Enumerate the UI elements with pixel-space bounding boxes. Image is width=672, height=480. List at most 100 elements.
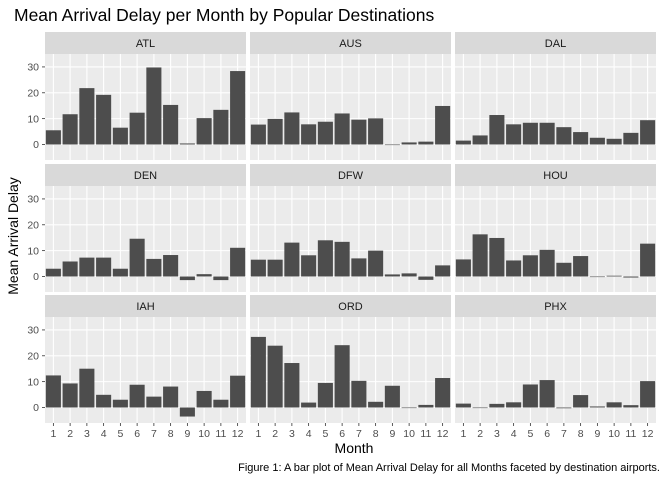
bar-phx-month-4: [506, 402, 522, 408]
facet-strip: [455, 32, 656, 54]
bar-den-month-10: [196, 274, 212, 277]
x-tick-label: 6: [339, 428, 345, 440]
bar-hou-month-12: [640, 243, 656, 277]
bar-iah-month-4: [96, 394, 112, 408]
bar-phx-month-6: [539, 380, 555, 408]
bar-atl-month-4: [96, 94, 112, 145]
x-tick-label: 1: [460, 428, 466, 440]
x-tick-label: 2: [67, 428, 73, 440]
y-tick-label: 0: [33, 139, 39, 151]
bar-dfw-month-10: [401, 273, 417, 277]
bar-atl-month-1: [45, 130, 61, 145]
x-tick-label: 8: [578, 428, 584, 440]
x-tick-label: 5: [527, 428, 533, 440]
bar-dal-month-2: [472, 135, 488, 145]
bar-ord-month-3: [284, 363, 300, 408]
facet-strip: [455, 164, 656, 186]
x-tick-label: 8: [373, 428, 379, 440]
facet-panel-ord: ORD: [250, 295, 451, 423]
bar-aus-month-1: [250, 124, 266, 145]
bar-den-month-6: [129, 238, 145, 277]
bar-dal-month-11: [623, 132, 639, 145]
figure-caption: Figure 1: A bar plot of Mean Arrival Del…: [238, 462, 660, 474]
x-tick-label: 2: [272, 428, 278, 440]
bar-iah-month-10: [196, 390, 212, 408]
bar-iah-month-9: [179, 407, 195, 417]
bar-dal-month-4: [506, 124, 522, 145]
facet-strip: [45, 164, 246, 186]
bar-hou-month-11: [623, 276, 639, 278]
bar-atl-month-6: [129, 112, 145, 145]
bar-aus-month-4: [301, 124, 317, 145]
bar-dal-month-8: [573, 132, 589, 145]
bar-den-month-11: [213, 276, 229, 281]
bar-hou-month-8: [573, 256, 589, 277]
y-tick-label: 20: [27, 350, 39, 362]
bar-ord-month-7: [351, 380, 367, 408]
bar-aus-month-12: [435, 105, 451, 145]
bar-aus-month-3: [284, 112, 300, 145]
x-tick-label: 9: [594, 428, 600, 440]
x-tick-label: 7: [561, 428, 567, 440]
bar-atl-month-8: [163, 104, 179, 145]
bar-ord-month-8: [368, 401, 384, 408]
bar-dfw-month-12: [435, 265, 451, 277]
bar-dfw-month-2: [267, 259, 283, 277]
bar-phx-month-3: [489, 403, 505, 408]
bar-dfw-month-4: [301, 255, 317, 277]
panel-background: [250, 54, 451, 160]
bar-phx-month-2: [472, 407, 488, 409]
bar-dal-month-9: [589, 137, 605, 145]
panel-background: [455, 186, 656, 292]
bar-iah-month-12: [230, 375, 246, 408]
panel-background: [45, 54, 246, 160]
bar-iah-month-6: [129, 384, 145, 408]
facet-strip: [45, 32, 246, 54]
bar-dal-month-5: [522, 122, 538, 145]
x-tick-label: 2: [477, 428, 483, 440]
y-axis-title: Mean Arrival Delay: [5, 177, 21, 295]
bar-den-month-9: [179, 276, 195, 281]
bar-aus-month-7: [351, 119, 367, 145]
bar-dfw-month-3: [284, 242, 300, 277]
facet-strip-label: PHX: [544, 301, 567, 313]
facet-strip-label: DFW: [338, 170, 364, 182]
bar-hou-month-5: [522, 255, 538, 277]
y-tick-label: 30: [27, 325, 39, 337]
facet-panels: ATL 0 10 20 30 AUS DAL DEN 0 10 20 30 DFW HOU IAH 0 10 20…: [27, 32, 656, 423]
x-tick-label: 3: [289, 428, 295, 440]
x-tick-label: 9: [389, 428, 395, 440]
bar-phx-month-9: [589, 406, 605, 408]
bar-aus-month-2: [267, 118, 283, 145]
bar-den-month-1: [45, 268, 61, 277]
y-tick-label: 20: [27, 219, 39, 231]
bar-hou-month-3: [489, 237, 505, 277]
y-tick-label: 10: [27, 113, 39, 125]
bar-dfw-month-6: [334, 241, 350, 277]
bar-hou-month-1: [455, 259, 471, 277]
x-tick-label: 12: [437, 428, 449, 440]
bar-den-month-4: [96, 257, 112, 277]
x-tick-label: 7: [356, 428, 362, 440]
x-tick-label: 5: [322, 428, 328, 440]
bar-atl-month-10: [196, 118, 212, 145]
bar-hou-month-2: [472, 234, 488, 277]
facet-panel-hou: HOU: [455, 164, 656, 292]
bar-hou-month-6: [539, 249, 555, 277]
facet-strip: [250, 32, 451, 54]
bar-hou-month-10: [606, 275, 622, 277]
bar-atl-month-11: [213, 109, 229, 145]
facet-panel-atl: ATL 0 10 20 30: [27, 32, 246, 160]
bar-iah-month-5: [112, 399, 128, 408]
bar-iah-month-1: [45, 375, 61, 408]
bar-phx-month-10: [606, 402, 622, 408]
facet-strip-label: IAH: [136, 301, 154, 313]
facet-strip-label: DEN: [134, 170, 157, 182]
bar-atl-month-12: [230, 71, 246, 145]
bar-ord-month-11: [418, 404, 434, 408]
bar-dfw-month-7: [351, 258, 367, 277]
bar-aus-month-9: [384, 144, 400, 146]
bar-ord-month-1: [250, 336, 266, 408]
facet-strip-label: DAL: [545, 38, 566, 50]
